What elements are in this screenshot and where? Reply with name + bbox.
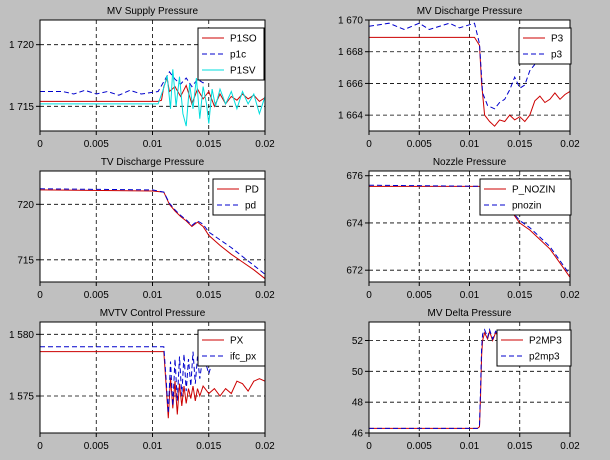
tick-label-x: 0.02 [255, 441, 275, 452]
legend-label: ifc_px [230, 352, 256, 363]
tick-label-x: 0 [366, 441, 372, 452]
axes-frame [368, 19, 571, 132]
legend-label: P2MP3 [529, 336, 562, 347]
legend-label: PX [230, 336, 244, 347]
tick-label-y: 1 664 [338, 111, 363, 122]
tick-label-x: 0.02 [560, 290, 580, 301]
tick-label-x: 0.015 [507, 441, 532, 452]
chart-title: MV Discharge Pressure [417, 6, 523, 17]
chart-title: MV Supply Pressure [107, 6, 199, 17]
tick-label-x: 0 [37, 441, 43, 452]
axes-frame [39, 19, 266, 132]
tick-label-x: 0.02 [255, 290, 275, 301]
tick-label-x: 0.015 [196, 290, 221, 301]
tick-label-x: 0.01 [460, 290, 480, 301]
legend-label: PD [245, 185, 259, 196]
tick-label-x: 0.01 [143, 441, 163, 452]
series-line-ifc_px [40, 346, 221, 414]
legend: PD pd [212, 178, 266, 216]
tick-label-y: 1 575 [9, 392, 34, 403]
series-line-p1sv [40, 69, 265, 127]
tick-label-x: 0.005 [407, 441, 432, 452]
legend-label: P1SO [230, 34, 257, 45]
tick-label-x: 0.015 [196, 441, 221, 452]
tick-label-x: 0.005 [84, 139, 109, 150]
tick-label-x: 0.005 [407, 290, 432, 301]
series-group [40, 69, 265, 127]
legend-label: pnozin [512, 201, 541, 212]
tick-label-x: 0 [37, 139, 43, 150]
tick-label-x: 0 [366, 139, 372, 150]
chart-panel: MV Supply Pressure 0 0.005 0.01 0.015 0.02 1 7… [9, 6, 275, 150]
chart-panel: Nozzle Pressure 0 0.005 0.01 0.015 0.02 672 674… [346, 157, 580, 301]
tick-label-x: 0 [37, 290, 43, 301]
legend-box [197, 329, 266, 367]
legend: P2MP3 p2mp3 [496, 329, 572, 367]
series-line-p3 [369, 36, 570, 127]
tick-label-y: 1 670 [338, 16, 363, 27]
tick-label-y: 720 [17, 200, 34, 211]
tick-label-x: 0.005 [84, 441, 109, 452]
legend-label: p1c [230, 50, 246, 61]
tick-label-x: 0.01 [460, 139, 480, 150]
axes-frame [368, 321, 571, 434]
tick-label-y: 672 [346, 266, 363, 277]
legend-label: P_NOZIN [512, 185, 555, 196]
series-group [40, 188, 265, 280]
chart-panel: MVTV Control Pressure 0 0.005 0.01 0.015 0.02… [9, 308, 275, 452]
axes-frame [39, 170, 266, 283]
legend-label: pd [245, 201, 256, 212]
tick-label-x: 0.02 [560, 139, 580, 150]
chart-panel: MV Delta Pressure 0 0.005 0.01 0.015 0.02 46 48… [352, 308, 580, 452]
tick-label-y: 676 [346, 171, 363, 182]
tick-label-y: 1 715 [9, 102, 34, 113]
legend-label: P1SV [230, 66, 256, 77]
legend-box [518, 27, 572, 65]
axes-frame [368, 170, 571, 283]
tick-label-x: 0 [366, 290, 372, 301]
tick-label-x: 0.015 [507, 139, 532, 150]
axes-frame [39, 321, 266, 434]
legend: PX ifc_px [197, 329, 266, 367]
legend-box [197, 27, 265, 81]
tick-label-x: 0.015 [196, 139, 221, 150]
legend-label: p3 [551, 50, 563, 61]
chart-title: MV Delta Pressure [428, 308, 512, 319]
tick-label-y: 1 720 [9, 40, 34, 51]
tick-label-y: 715 [17, 255, 34, 266]
tick-label-y: 674 [346, 218, 363, 229]
series-group [40, 346, 265, 419]
tick-label-x: 0.02 [255, 139, 275, 150]
legend-box [496, 329, 572, 367]
tick-label-x: 0.015 [507, 290, 532, 301]
legend-box [479, 178, 572, 216]
tick-label-x: 0.005 [84, 290, 109, 301]
tick-label-y: 46 [352, 429, 364, 440]
chart-title: MVTV Control Pressure [100, 308, 206, 319]
chart-panel: TV Discharge Pressure 0 0.005 0.01 0.015 0.02… [17, 157, 275, 301]
series-group [369, 22, 570, 127]
legend-label: P3 [551, 34, 564, 45]
tick-label-x: 0.02 [560, 441, 580, 452]
legend-box [212, 178, 266, 216]
series-line-pd [40, 188, 265, 275]
chart-title: TV Discharge Pressure [101, 157, 205, 168]
tick-label-y: 50 [352, 367, 364, 378]
chart-title: Nozzle Pressure [433, 157, 507, 168]
tick-label-y: 1 668 [338, 47, 363, 58]
chart-panel: MV Discharge Pressure 0 0.005 0.01 0.015 0.02… [338, 6, 580, 150]
tick-label-y: 48 [352, 398, 364, 409]
tick-label-x: 0.01 [460, 441, 480, 452]
tick-label-x: 0.01 [143, 290, 163, 301]
legend: P1SO p1c P1SV [197, 27, 265, 81]
tick-label-x: 0.01 [143, 139, 163, 150]
tick-label-y: 1 666 [338, 79, 363, 90]
tick-label-x: 0.005 [407, 139, 432, 150]
tick-label-y: 1 580 [9, 330, 34, 341]
tick-label-y: 52 [352, 336, 364, 347]
legend-label: p2mp3 [529, 352, 560, 363]
